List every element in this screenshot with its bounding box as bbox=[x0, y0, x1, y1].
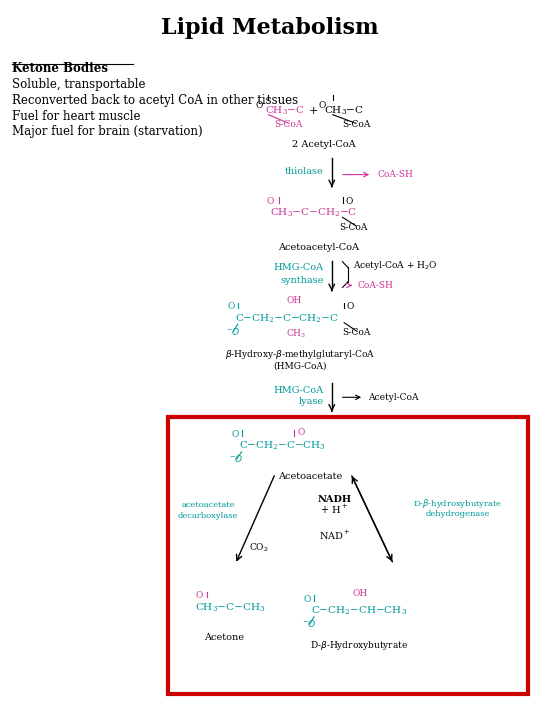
Text: thiolase: thiolase bbox=[285, 166, 323, 176]
Text: $\mathregular{CH_3{-}C{-}CH_2{-}C}$: $\mathregular{CH_3{-}C{-}CH_2{-}C}$ bbox=[270, 207, 357, 219]
Text: $\mathregular{O}$: $\mathregular{O}$ bbox=[255, 99, 264, 110]
Text: decarboxylase: decarboxylase bbox=[178, 512, 238, 520]
Text: Acetoacetyl-CoA: Acetoacetyl-CoA bbox=[278, 243, 359, 252]
Text: (HMG-CoA): (HMG-CoA) bbox=[273, 362, 326, 371]
Text: $\mathregular{O}$: $\mathregular{O}$ bbox=[318, 99, 327, 110]
Text: $^-\!O$: $^-\!O$ bbox=[228, 454, 244, 464]
Text: $^-\!O$: $^-\!O$ bbox=[225, 326, 240, 337]
Text: HMG-CoA: HMG-CoA bbox=[274, 386, 323, 395]
Text: $\mathregular{C{-}CH_2{-}CH{-}CH_3}$: $\mathregular{C{-}CH_2{-}CH{-}CH_3}$ bbox=[312, 605, 407, 617]
Text: S-CoA: S-CoA bbox=[339, 222, 367, 232]
Text: $\mathregular{C{-}CH_2{-}C{-}CH_3}$: $\mathregular{C{-}CH_2{-}C{-}CH_3}$ bbox=[239, 440, 326, 452]
Text: $\mathregular{CH_3{-}C}$: $\mathregular{CH_3{-}C}$ bbox=[323, 104, 363, 117]
Text: D-$\beta$-hydroxybutyrate: D-$\beta$-hydroxybutyrate bbox=[413, 497, 503, 510]
Text: NADH: NADH bbox=[318, 495, 352, 504]
Text: CoA-SH: CoA-SH bbox=[357, 281, 394, 290]
Text: $\beta$-Hydroxy-$\beta$-methylglutaryl-CoA: $\beta$-Hydroxy-$\beta$-methylglutaryl-C… bbox=[225, 348, 375, 361]
Text: acetoacetate: acetoacetate bbox=[181, 501, 235, 509]
Text: $+$: $+$ bbox=[308, 105, 318, 116]
Text: $\mathregular{O}$: $\mathregular{O}$ bbox=[231, 428, 240, 438]
Bar bbox=[168, 418, 528, 693]
Text: $\mathregular{O}$: $\mathregular{O}$ bbox=[195, 589, 204, 600]
Text: Acetyl-CoA: Acetyl-CoA bbox=[368, 393, 419, 402]
Text: Acetyl-CoA + H$_2$O: Acetyl-CoA + H$_2$O bbox=[353, 258, 438, 272]
Text: S-CoA: S-CoA bbox=[342, 328, 370, 337]
Text: OH: OH bbox=[287, 296, 302, 305]
Text: Lipid Metabolism: Lipid Metabolism bbox=[161, 17, 379, 39]
Text: $+$ H$^+$: $+$ H$^+$ bbox=[320, 503, 348, 516]
Text: CO$_2$: CO$_2$ bbox=[248, 541, 268, 554]
Text: D-$\beta$-Hydroxybutyrate: D-$\beta$-Hydroxybutyrate bbox=[309, 639, 408, 652]
Text: Reconverted back to acetyl CoA in other tissues: Reconverted back to acetyl CoA in other … bbox=[12, 94, 298, 107]
Text: $\mathregular{CH_3{-}C}$: $\mathregular{CH_3{-}C}$ bbox=[265, 104, 305, 117]
Text: $\mathregular{CH_3}$: $\mathregular{CH_3}$ bbox=[286, 328, 306, 341]
Text: Soluble, transportable: Soluble, transportable bbox=[12, 78, 146, 91]
Text: $\mathregular{O}$: $\mathregular{O}$ bbox=[266, 194, 274, 205]
Text: S-CoA: S-CoA bbox=[342, 120, 370, 130]
Text: $\mathregular{O}$: $\mathregular{O}$ bbox=[303, 593, 312, 603]
Text: HMG-CoA: HMG-CoA bbox=[274, 263, 323, 272]
Text: CoA-SH: CoA-SH bbox=[377, 170, 413, 179]
Text: Ketone Bodies: Ketone Bodies bbox=[12, 63, 108, 76]
Text: $\mathregular{O}$: $\mathregular{O}$ bbox=[345, 194, 354, 205]
Text: $\mathregular{O}$: $\mathregular{O}$ bbox=[346, 300, 355, 311]
Text: Acetoacetate: Acetoacetate bbox=[278, 472, 342, 481]
Text: Major fuel for brain (starvation): Major fuel for brain (starvation) bbox=[12, 125, 202, 138]
Text: $\mathregular{C{-}CH_2{-}C{-}CH_2{-}C}$: $\mathregular{C{-}CH_2{-}C{-}CH_2{-}C}$ bbox=[235, 312, 339, 325]
Text: S-CoA: S-CoA bbox=[275, 120, 303, 130]
Text: $^-\!O$: $^-\!O$ bbox=[301, 618, 316, 629]
Text: $\mathregular{O}$: $\mathregular{O}$ bbox=[227, 300, 236, 311]
Text: dehydrogenase: dehydrogenase bbox=[426, 510, 490, 518]
Text: lyase: lyase bbox=[299, 397, 323, 406]
Text: 2 Acetyl-CoA: 2 Acetyl-CoA bbox=[292, 140, 355, 149]
Text: Fuel for heart muscle: Fuel for heart muscle bbox=[12, 109, 140, 122]
Text: NAD$^+$: NAD$^+$ bbox=[319, 529, 350, 542]
Text: OH: OH bbox=[353, 588, 368, 598]
Text: $\mathregular{CH_3{-}C{-}CH_3}$: $\mathregular{CH_3{-}C{-}CH_3}$ bbox=[195, 601, 265, 613]
Text: $\mathregular{O}$: $\mathregular{O}$ bbox=[297, 426, 306, 437]
Text: synthase: synthase bbox=[280, 276, 323, 285]
Text: Acetone: Acetone bbox=[204, 633, 244, 642]
